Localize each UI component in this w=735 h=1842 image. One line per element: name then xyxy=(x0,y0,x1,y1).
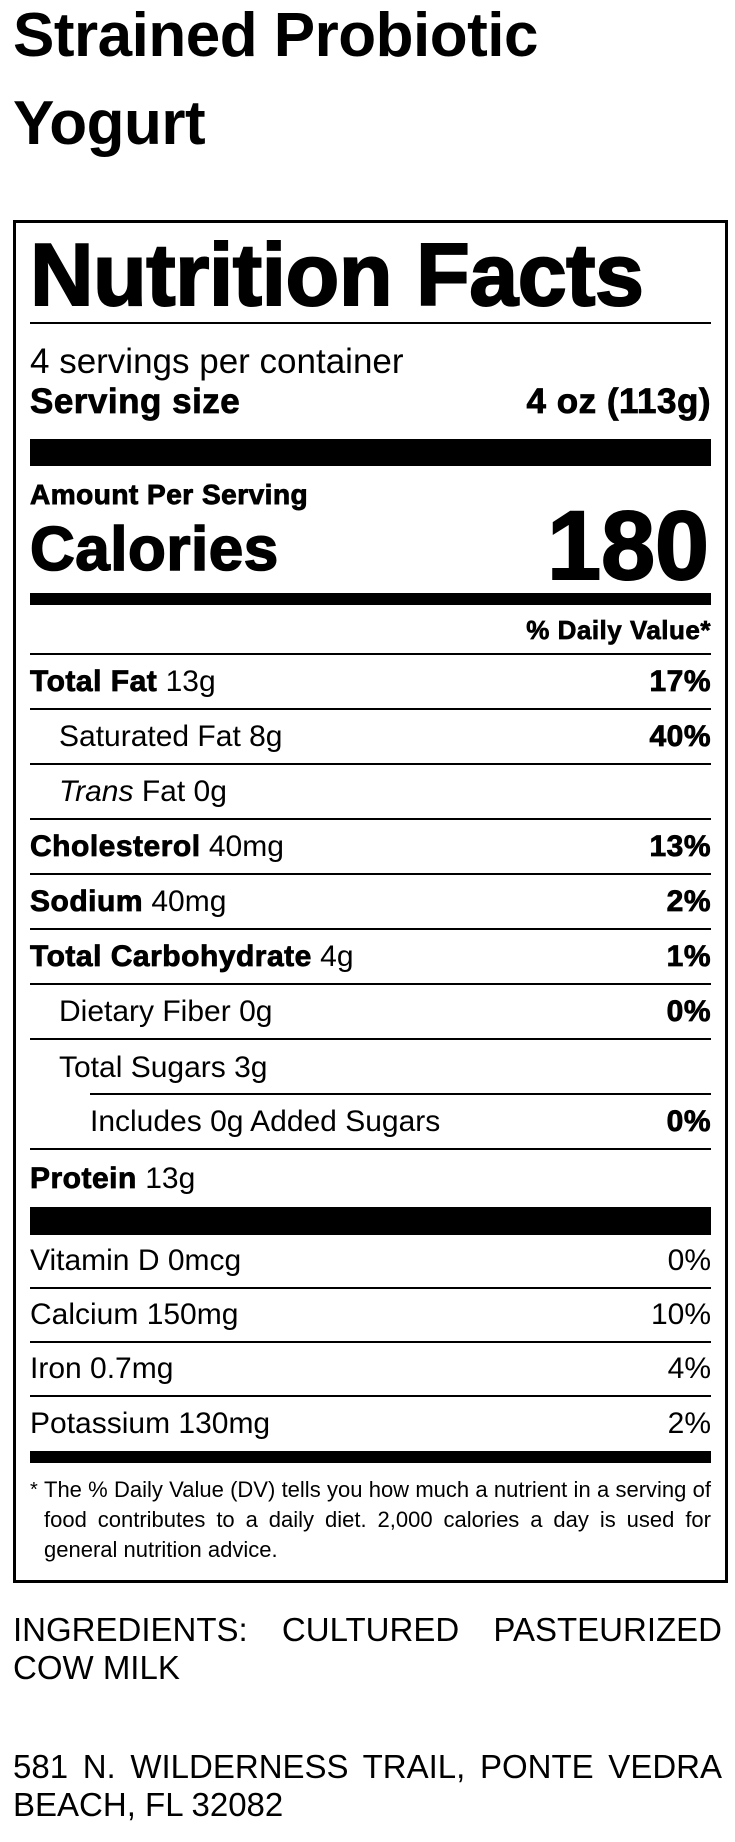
nutrition-facts-heading: Nutrition Facts xyxy=(30,225,711,324)
vitamin-dv: 0% xyxy=(667,1244,711,1277)
vitamin-dv: 4% xyxy=(667,1352,711,1385)
ingredients: INGREDIENTS: CULTURED PASTEURIZED COW MI… xyxy=(13,1611,722,1686)
divider-thick xyxy=(30,1207,711,1235)
nutrient-row-added-sugars: Includes 0g Added Sugars 0% xyxy=(30,1095,711,1150)
nutrient-dv: 13% xyxy=(649,829,711,863)
nutrient-row-cholesterol: Cholesterol 40mg 13% xyxy=(30,820,711,875)
nutrient-row-total-fat: Total Fat 13g 17% xyxy=(30,655,711,710)
daily-value-header: % Daily Value* xyxy=(30,605,711,655)
nutrient-name: Total Carbohydrate xyxy=(30,939,312,973)
nutrient-name: Cholesterol xyxy=(30,829,201,863)
vitamin-dv: 2% xyxy=(667,1407,711,1440)
divider-medium xyxy=(30,593,711,605)
servings-per-container: 4 servings per container xyxy=(30,342,404,381)
nutrient-amount: 0g xyxy=(193,774,227,808)
nutrient-row-protein: Protein 13g xyxy=(30,1150,711,1207)
servings-section: 4 servings per container Serving size 4 … xyxy=(30,324,711,439)
nutrient-dv: 0% xyxy=(666,1104,711,1138)
nutrient-dv: 17% xyxy=(649,664,711,698)
serving-size-value: 4 oz (113g) xyxy=(526,382,711,422)
vitamin-text: Iron 0.7mg xyxy=(30,1352,174,1385)
nutrient-row-total-sugars: Total Sugars 3g xyxy=(30,1040,711,1095)
nutrient-dv: 2% xyxy=(666,884,711,918)
nutrient-amount: 13g xyxy=(165,664,216,698)
footnote-marker: * xyxy=(30,1479,38,1501)
nutrient-amount: 0g xyxy=(239,994,273,1028)
calories-section: Amount Per Serving Calories 180 xyxy=(29,466,711,600)
vitamin-text: Potassium 130mg xyxy=(30,1407,271,1440)
nutrient-name: Fat xyxy=(141,774,186,808)
vitamin-row: Iron 0.7mg 4% xyxy=(30,1343,711,1397)
serving-size-label: Serving size xyxy=(30,382,241,422)
nutrient-amount: 8g xyxy=(249,719,283,753)
vitamin-row: Potassium 130mg 2% xyxy=(30,1397,711,1451)
vitamin-dv: 10% xyxy=(650,1298,711,1331)
nutrient-name: Total Sugars xyxy=(59,1050,226,1084)
nutrient-name: Total Fat xyxy=(30,664,158,698)
vitamin-text: Vitamin D 0mcg xyxy=(30,1244,242,1277)
nutrient-amount: 40mg xyxy=(208,829,284,863)
nutrient-dv: 1% xyxy=(666,939,711,973)
nutrient-row-dietary-fiber: Dietary Fiber 0g 0% xyxy=(30,985,711,1040)
nutrient-amount: 13g xyxy=(145,1161,196,1195)
nutrient-row-saturated-fat: Saturated Fat 8g 40% xyxy=(30,710,711,765)
nutrient-name: Saturated Fat xyxy=(59,719,241,753)
calories-value: 180 xyxy=(546,491,710,600)
divider-thick xyxy=(30,439,711,466)
vitamin-row: Vitamin D 0mcg 0% xyxy=(30,1235,711,1289)
nutrient-row-sodium: Sodium 40mg 2% xyxy=(30,875,711,930)
nutrient-amount: 3g xyxy=(234,1050,268,1084)
nutrient-amount: 40mg xyxy=(151,884,227,918)
amount-per-serving: Amount Per Serving xyxy=(30,479,309,510)
calories-label: Calories xyxy=(29,515,279,584)
footnote-text: The % Daily Value (DV) tells you how muc… xyxy=(44,1477,711,1562)
nutrition-facts-label: Nutrition Facts 4 servings per container… xyxy=(13,220,728,1583)
nutrient-name: Sodium xyxy=(30,884,143,918)
vitamin-row: Calcium 150mg 10% xyxy=(30,1289,711,1343)
vitamin-text: Calcium 150mg xyxy=(30,1298,239,1331)
nutrient-name-italic: Trans xyxy=(59,774,134,808)
address: 581 N. WILDERNESS TRAIL, PONTE VEDRA BEA… xyxy=(13,1748,722,1823)
product-title: Strained Probiotic Yogurt xyxy=(13,1,538,158)
nutrient-row-total-carbohydrate: Total Carbohydrate 4g 1% xyxy=(30,930,711,985)
nutrient-dv: 40% xyxy=(649,719,711,753)
nutrient-name: Protein xyxy=(30,1161,137,1195)
serving-size-row: Serving size 4 oz (113g) xyxy=(30,382,711,422)
footnote: * The % Daily Value (DV) tells you how m… xyxy=(30,1463,711,1565)
nutrient-amount: 4g xyxy=(320,939,354,973)
nutrient-name: Dietary Fiber xyxy=(59,994,231,1028)
nutrient-dv: 0% xyxy=(666,994,711,1028)
divider-medium xyxy=(30,1451,711,1463)
nutrient-text: Includes 0g Added Sugars xyxy=(90,1104,441,1138)
nutrient-row-trans-fat: Trans Fat 0g xyxy=(30,765,711,820)
